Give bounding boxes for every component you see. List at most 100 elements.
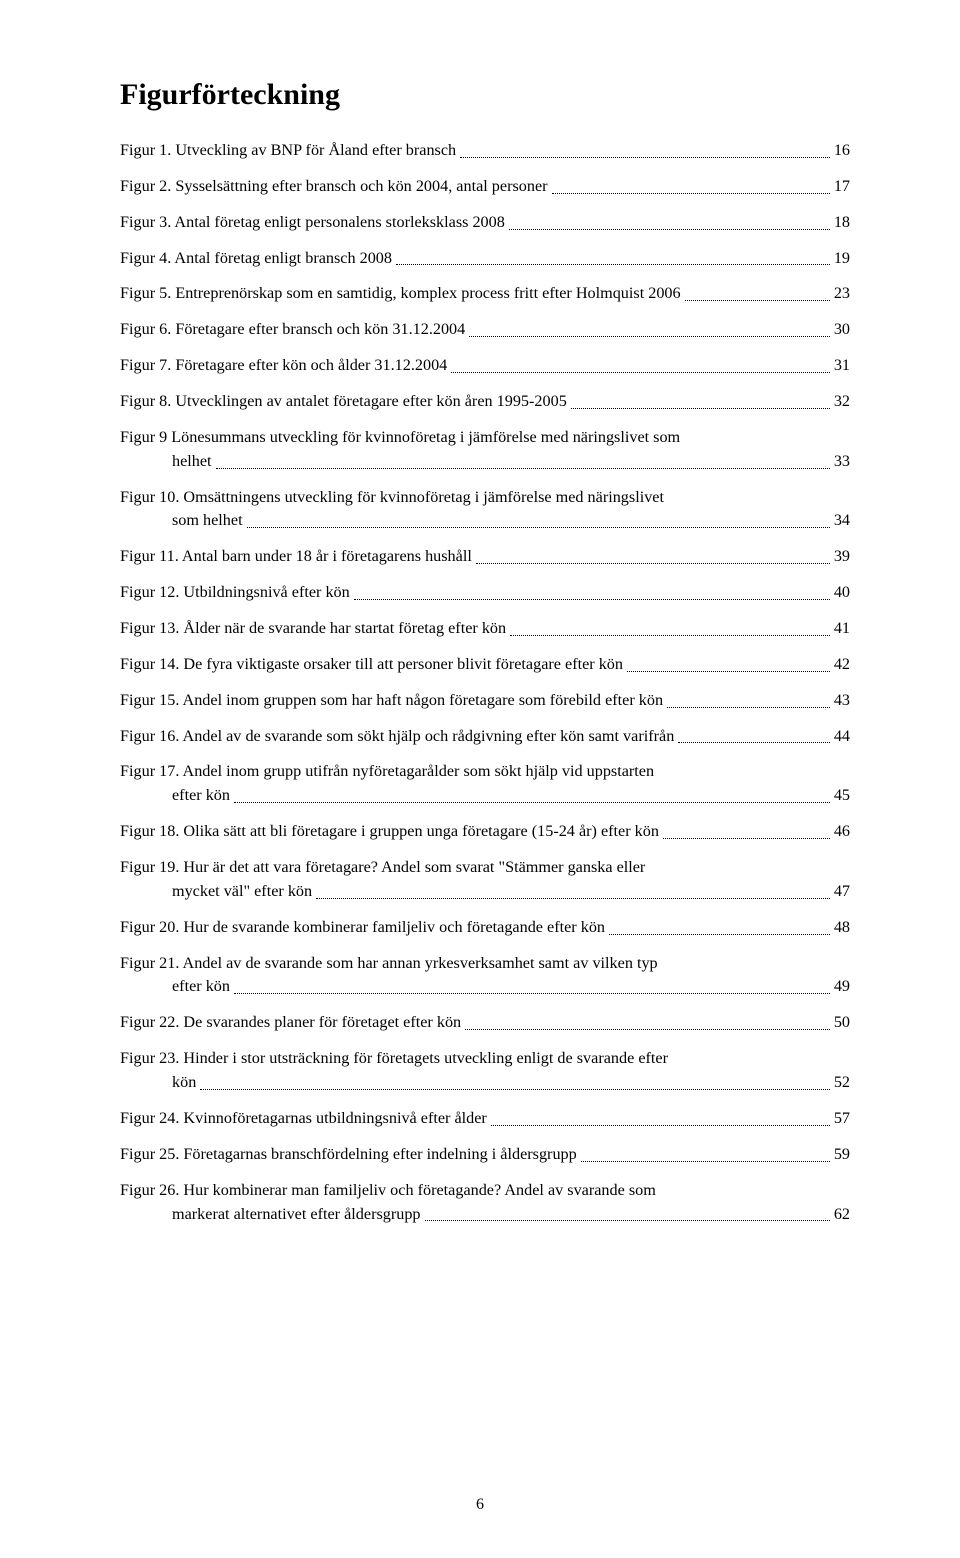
toc-entry-page: 50 (834, 1012, 850, 1034)
toc-entry-text: Figur 24. Kvinnoföretagarnas utbildnings… (120, 1108, 487, 1130)
toc-leader-dots (247, 527, 830, 528)
toc-entry-text-line2: som helhet (172, 510, 243, 532)
toc-leader-dots (509, 229, 830, 230)
toc-entry-text: Figur 13. Ålder när de svarande har star… (120, 618, 506, 640)
toc-entry: Figur 10. Omsättningens utveckling för k… (120, 487, 850, 533)
toc-leader-dots (234, 993, 830, 994)
toc-leader-dots (234, 802, 830, 803)
toc-entry-text-line1: Figur 21. Andel av de svarande som har a… (120, 953, 850, 975)
toc-entry-text-line2: efter kön (172, 785, 230, 807)
toc-entry-text-line2: mycket väl" efter kön (172, 881, 312, 903)
toc-entry: Figur 13. Ålder när de svarande har star… (120, 618, 850, 640)
toc-entry-page: 48 (834, 917, 850, 939)
toc-entry-page: 23 (834, 283, 850, 305)
toc-entry: Figur 12. Utbildningsnivå efter kön40 (120, 582, 850, 604)
toc-entry-text-line1: Figur 26. Hur kombinerar man familjeliv … (120, 1180, 850, 1202)
toc-list: Figur 1. Utveckling av BNP för Åland eft… (120, 140, 850, 1225)
toc-leader-dots (552, 193, 830, 194)
toc-entry: Figur 26. Hur kombinerar man familjeliv … (120, 1180, 850, 1226)
toc-leader-dots (678, 742, 830, 743)
toc-entry-text: Figur 16. Andel av de svarande som sökt … (120, 726, 674, 748)
toc-leader-dots (685, 300, 830, 301)
toc-leader-dots (581, 1161, 830, 1162)
document-page: Figurförteckning Figur 1. Utveckling av … (0, 0, 960, 1558)
toc-entry-text-line2: kön (172, 1072, 196, 1094)
toc-entry-text: Figur 4. Antal företag enligt bransch 20… (120, 248, 392, 270)
toc-entry-text: Figur 2. Sysselsättning efter bransch oc… (120, 176, 548, 198)
toc-entry: Figur 17. Andel inom grupp utifrån nyför… (120, 761, 850, 807)
toc-entry-page: 33 (834, 451, 850, 473)
toc-leader-dots (354, 599, 830, 600)
toc-entry-text: Figur 7. Företagare efter kön och ålder … (120, 355, 447, 377)
toc-entry: Figur 3. Antal företag enligt personalen… (120, 212, 850, 234)
toc-entry-text: Figur 1. Utveckling av BNP för Åland eft… (120, 140, 456, 162)
toc-entry-page: 41 (834, 618, 850, 640)
toc-entry-text-line1: Figur 19. Hur är det att vara företagare… (120, 857, 850, 879)
toc-entry-line2: helhet 33 (120, 451, 850, 473)
toc-entry: Figur 19. Hur är det att vara företagare… (120, 857, 850, 903)
toc-entry: Figur 15. Andel inom gruppen som har haf… (120, 690, 850, 712)
toc-entry-text: Figur 14. De fyra viktigaste orsaker til… (120, 654, 623, 676)
toc-entry: Figur 23. Hinder i stor utsträckning för… (120, 1048, 850, 1094)
toc-leader-dots (627, 671, 830, 672)
toc-leader-dots (476, 563, 830, 564)
toc-leader-dots (465, 1029, 830, 1030)
toc-entry-page: 43 (834, 690, 850, 712)
toc-leader-dots (396, 264, 830, 265)
page-number: 6 (0, 1496, 960, 1514)
toc-entry-page: 32 (834, 391, 850, 413)
toc-leader-dots (609, 934, 830, 935)
toc-entry-page: 31 (834, 355, 850, 377)
toc-entry: Figur 5. Entreprenörskap som en samtidig… (120, 283, 850, 305)
toc-entry: Figur 18. Olika sätt att bli företagare … (120, 821, 850, 843)
toc-entry-text: Figur 8. Utvecklingen av antalet företag… (120, 391, 567, 413)
toc-entry-text: Figur 11. Antal barn under 18 år i föret… (120, 546, 472, 568)
toc-leader-dots (469, 336, 830, 337)
toc-entry-page: 18 (834, 212, 850, 234)
toc-entry-page: 39 (834, 546, 850, 568)
toc-leader-dots (316, 898, 830, 899)
toc-entry: Figur 8. Utvecklingen av antalet företag… (120, 391, 850, 413)
page-title: Figurförteckning (120, 78, 850, 112)
toc-entry-line2: efter kön 49 (120, 976, 850, 998)
toc-entry-text-line2: efter kön (172, 976, 230, 998)
toc-entry-page: 40 (834, 582, 850, 604)
toc-entry-page: 19 (834, 248, 850, 270)
toc-leader-dots (663, 838, 830, 839)
toc-entry: Figur 25. Företagarnas branschfördelning… (120, 1144, 850, 1166)
toc-entry-text-line1: Figur 17. Andel inom grupp utifrån nyför… (120, 761, 850, 783)
toc-entry-page: 47 (834, 881, 850, 903)
toc-entry-page: 45 (834, 785, 850, 807)
toc-leader-dots (200, 1089, 830, 1090)
toc-entry: Figur 6. Företagare efter bransch och kö… (120, 319, 850, 341)
toc-entry-text: Figur 20. Hur de svarande kombinerar fam… (120, 917, 605, 939)
toc-entry-page: 46 (834, 821, 850, 843)
toc-entry: Figur 4. Antal företag enligt bransch 20… (120, 248, 850, 270)
toc-entry: Figur 22. De svarandes planer för företa… (120, 1012, 850, 1034)
toc-entry: Figur 1. Utveckling av BNP för Åland eft… (120, 140, 850, 162)
toc-entry-page: 16 (834, 140, 850, 162)
toc-entry: Figur 21. Andel av de svarande som har a… (120, 953, 850, 999)
toc-entry: Figur 11. Antal barn under 18 år i föret… (120, 546, 850, 568)
toc-entry-text-line2: helhet (172, 451, 212, 473)
toc-entry-page: 44 (834, 726, 850, 748)
toc-entry-text: Figur 15. Andel inom gruppen som har haf… (120, 690, 663, 712)
toc-entry-page: 57 (834, 1108, 850, 1130)
toc-entry-text: Figur 6. Företagare efter bransch och kö… (120, 319, 465, 341)
toc-entry: Figur 7. Företagare efter kön och ålder … (120, 355, 850, 377)
toc-entry-line2: som helhet34 (120, 510, 850, 532)
toc-entry-text-line1: Figur 10. Omsättningens utveckling för k… (120, 487, 850, 509)
toc-entry-text: Figur 22. De svarandes planer för företa… (120, 1012, 461, 1034)
toc-entry-page: 59 (834, 1144, 850, 1166)
toc-leader-dots (425, 1220, 830, 1221)
toc-entry-page: 17 (834, 176, 850, 198)
toc-entry-page: 42 (834, 654, 850, 676)
toc-entry-text: Figur 5. Entreprenörskap som en samtidig… (120, 283, 681, 305)
toc-entry-line2: markerat alternativet efter åldersgrupp6… (120, 1204, 850, 1226)
toc-entry: Figur 20. Hur de svarande kombinerar fam… (120, 917, 850, 939)
toc-entry-line2: efter kön 45 (120, 785, 850, 807)
toc-entry-text-line2: markerat alternativet efter åldersgrupp (172, 1204, 421, 1226)
toc-leader-dots (216, 468, 830, 469)
toc-entry-page: 49 (834, 976, 850, 998)
toc-entry-page: 30 (834, 319, 850, 341)
